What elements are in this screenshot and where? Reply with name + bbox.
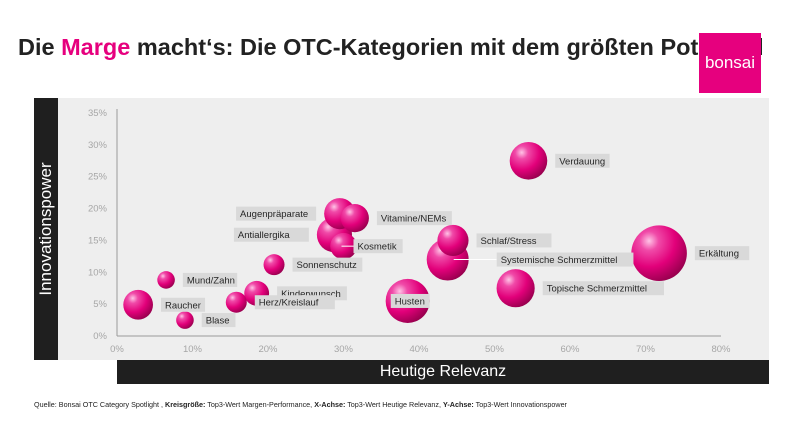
x-tick-label: 30% — [334, 344, 354, 355]
bubble-label-bg — [476, 233, 552, 248]
bubble-label: Antiallergika — [238, 230, 290, 241]
bubble — [176, 311, 194, 329]
bubble-label: Mund/Zahn — [187, 275, 235, 286]
bubble — [263, 254, 285, 276]
bubble-label-bg — [353, 239, 403, 254]
x-tick-label: 50% — [485, 344, 505, 355]
bubble-label-bg — [201, 313, 236, 328]
x-tick-label: 60% — [560, 344, 580, 355]
x-tick-label: 80% — [711, 344, 731, 355]
x-tick-label: 20% — [258, 344, 278, 355]
bubble-label-bg — [376, 211, 452, 226]
y-axis-bar — [34, 98, 58, 360]
y-tick-label: 25% — [88, 172, 108, 183]
bubble-label-bg — [694, 246, 750, 261]
bubble-label: Blase — [206, 316, 230, 327]
bubble-label-bg — [292, 257, 363, 272]
bubble — [123, 289, 153, 320]
bubble-label: Husten — [395, 296, 425, 307]
bubble-label: Herz/Kreislauf — [259, 298, 319, 309]
y-tick-label: 10% — [88, 267, 108, 278]
bubble — [631, 225, 687, 281]
bubble-label-bg — [542, 281, 665, 296]
bubble-label: Sonnenschutz — [297, 260, 357, 271]
bubble-label: Augenpräparate — [240, 209, 308, 220]
bubble — [157, 271, 175, 289]
bubble-label-bg — [233, 227, 309, 242]
bubble-label: Kinderwunsch — [281, 289, 341, 300]
x-tick-label: 10% — [183, 344, 203, 355]
bubble — [340, 204, 369, 233]
bubble-label-bg — [390, 293, 430, 308]
bubble-label: Verdauung — [559, 156, 605, 167]
bubble-label: Vitamine/NEMs — [381, 214, 447, 225]
bubble — [509, 142, 548, 180]
x-tick-label: 40% — [409, 344, 429, 355]
bubble-label-bg — [555, 153, 610, 168]
bubble-label-bg — [496, 252, 634, 267]
bubble-label: Topische Schmerzmittel — [547, 284, 647, 295]
y-tick-label: 15% — [88, 235, 108, 246]
title-highlight: Marge — [61, 34, 131, 60]
bubble-label-bg — [160, 297, 206, 312]
x-tick-label: 70% — [636, 344, 656, 355]
bubble-label: Erkältung — [699, 249, 739, 260]
bubble — [225, 291, 247, 313]
bubble-label-bg — [182, 272, 238, 287]
y-tick-label: 35% — [88, 108, 108, 119]
y-tick-label: 20% — [88, 204, 108, 215]
source-note: Quelle: Bonsai OTC Category Spotlight , … — [34, 400, 567, 409]
bubble-label: Kosmetik — [358, 242, 397, 253]
x-axis-bar — [117, 360, 769, 384]
bubble-label: Raucher — [165, 300, 201, 311]
y-tick-label: 5% — [93, 299, 107, 310]
y-tick-label: 0% — [93, 331, 107, 342]
bubble-label-bg — [236, 206, 317, 221]
bubble — [496, 269, 535, 308]
x-tick-label: 0% — [110, 344, 124, 355]
bubble-label-bg — [254, 295, 335, 310]
bonsai-logo: bonsai — [699, 33, 761, 93]
x-axis-label: Heutige Relevanz — [379, 363, 507, 380]
chart-title: Die Marge macht‘s: Die OTC-Kategorien mi… — [18, 34, 764, 60]
bubble — [437, 224, 469, 257]
y-tick-label: 30% — [88, 140, 108, 151]
bubble-label: Schlaf/Stress — [481, 236, 537, 247]
bubble-label: Systemische Schmerzmittel — [501, 255, 618, 266]
